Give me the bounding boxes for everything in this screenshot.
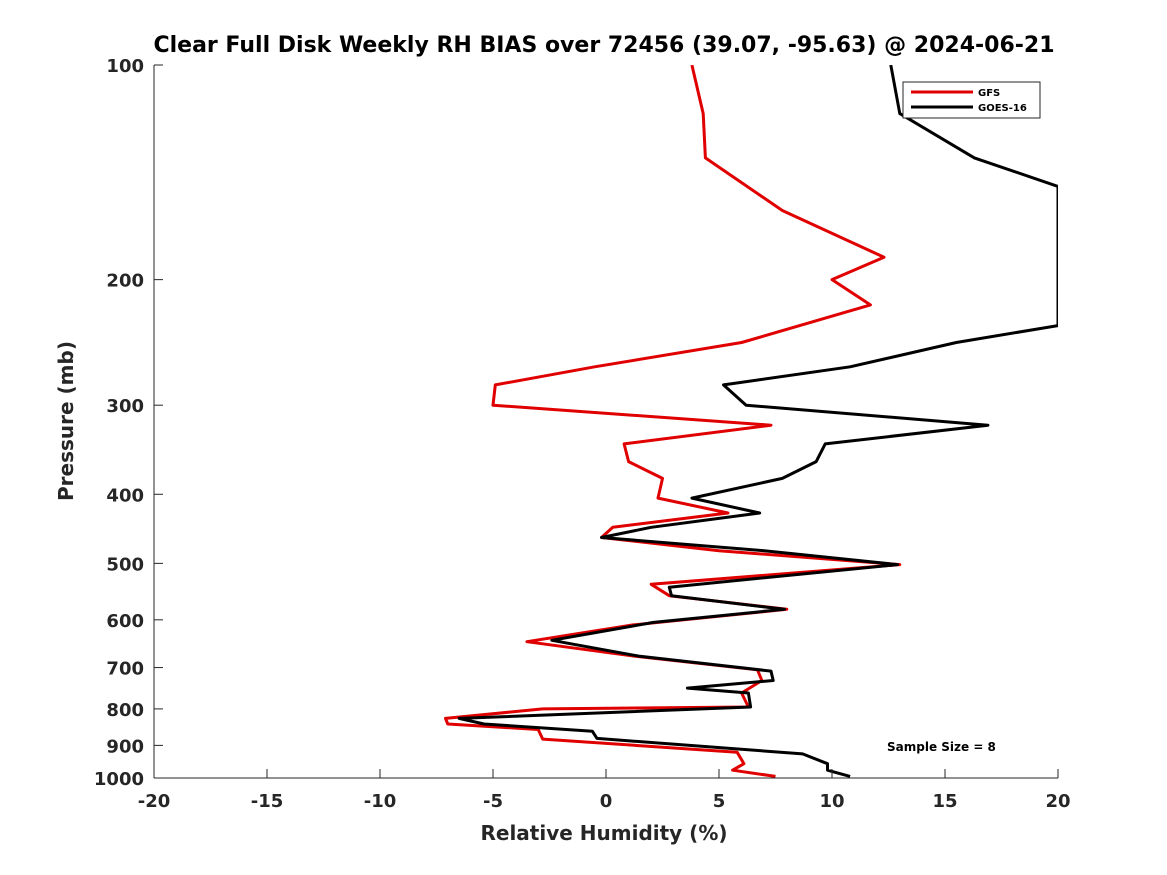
x-tick-label: 10 bbox=[819, 791, 844, 812]
y-tick-label: 300 bbox=[106, 396, 144, 417]
legend: GFS GOES-16 bbox=[902, 81, 1041, 119]
sample-size-annotation: Sample Size = 8 bbox=[887, 740, 996, 754]
legend-label-goes16: GOES-16 bbox=[978, 103, 1027, 114]
y-axis-label: Pressure (mb) bbox=[54, 341, 78, 501]
y-tick-label: 600 bbox=[106, 611, 144, 632]
x-tick-label: -5 bbox=[483, 791, 503, 812]
x-tick-label: 15 bbox=[932, 791, 957, 812]
x-tick-label: -15 bbox=[251, 791, 284, 812]
y-tick-label: 1000 bbox=[94, 769, 144, 790]
x-tick-label: 5 bbox=[713, 791, 726, 812]
y-tick-label: 800 bbox=[106, 700, 144, 721]
series-line-gfs bbox=[444, 65, 902, 778]
x-axis-label: Relative Humidity (%) bbox=[480, 821, 727, 845]
y-tick-label: 700 bbox=[106, 659, 144, 680]
x-ticks: -20 -15 -10 -5 0 5 10 15 20 bbox=[138, 769, 1071, 812]
plot-area bbox=[154, 65, 1058, 778]
x-tick-label: -10 bbox=[364, 791, 397, 812]
series-layer bbox=[444, 65, 1058, 778]
x-tick-label: 0 bbox=[600, 791, 613, 812]
y-tick-label: 100 bbox=[106, 56, 144, 77]
x-tick-label: 20 bbox=[1045, 791, 1070, 812]
y-ticks: 100 200 300 400 500 600 700 800 900 1000 bbox=[94, 56, 163, 790]
series-line-goes-16 bbox=[457, 65, 1058, 778]
y-tick-label: 200 bbox=[106, 271, 144, 292]
legend-box bbox=[902, 81, 1041, 119]
y-tick-label: 500 bbox=[106, 554, 144, 575]
y-tick-label: 400 bbox=[106, 485, 144, 506]
chart-title: Clear Full Disk Weekly RH BIAS over 7245… bbox=[153, 33, 1054, 58]
x-tick-label: -20 bbox=[138, 791, 171, 812]
legend-label-gfs: GFS bbox=[978, 88, 1000, 99]
y-tick-label: 900 bbox=[106, 736, 144, 757]
